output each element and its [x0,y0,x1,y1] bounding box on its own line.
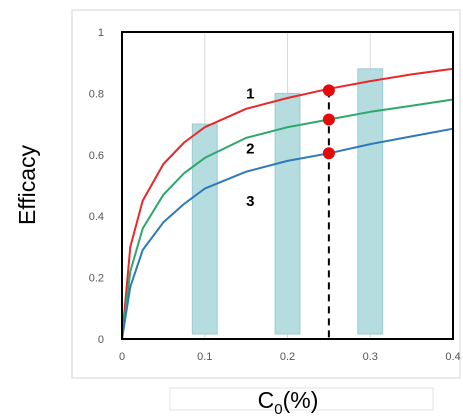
y-tick-label: 0.4 [89,211,104,223]
data-point [322,113,335,126]
data-point [322,84,335,97]
x-tick-label: 0.3 [363,351,378,363]
x-axis-title-subscript: 0 [274,401,282,416]
curve-labels: 1 2 3 [246,85,254,209]
bar [357,68,384,335]
curve-label-1: 1 [246,85,254,102]
y-tick-label: 0.6 [89,150,104,162]
y-tick-label: 0.8 [89,88,104,100]
x-axis-title-main: C [258,387,275,413]
x-axis-title-box [169,387,434,411]
series-line-2 [121,98,454,340]
series-line-1 [121,67,454,340]
x-tick-label: 0.1 [197,351,212,363]
y-tick-label: 1 [98,27,104,39]
x-axis-title-suffix: (%) [283,387,319,413]
plot-area-frame [121,31,454,340]
outer-frame [71,9,461,379]
points [322,84,335,160]
series-lines [121,67,454,340]
y-tick-label: 0 [98,334,104,346]
curve-label-3: 3 [246,193,254,210]
curve-label-2: 2 [246,141,254,158]
series-line-3 [121,127,454,340]
bar [191,123,218,335]
x-tick-label: 0 [119,351,125,363]
bar [274,92,301,335]
y-tick-label: 0.2 [89,273,104,285]
tick-labels: 0 0.1 0.2 0.3 0.4 0 0.2 0.4 0.6 0.8 1 [89,27,461,363]
y-axis-title: Efficacy [14,144,40,225]
x-tick-label: 0.4 [445,351,460,363]
x-axis-title: C0(%) [258,387,319,416]
data-point [322,147,335,160]
bars [191,68,384,335]
x-tick-label: 0.2 [280,351,295,363]
